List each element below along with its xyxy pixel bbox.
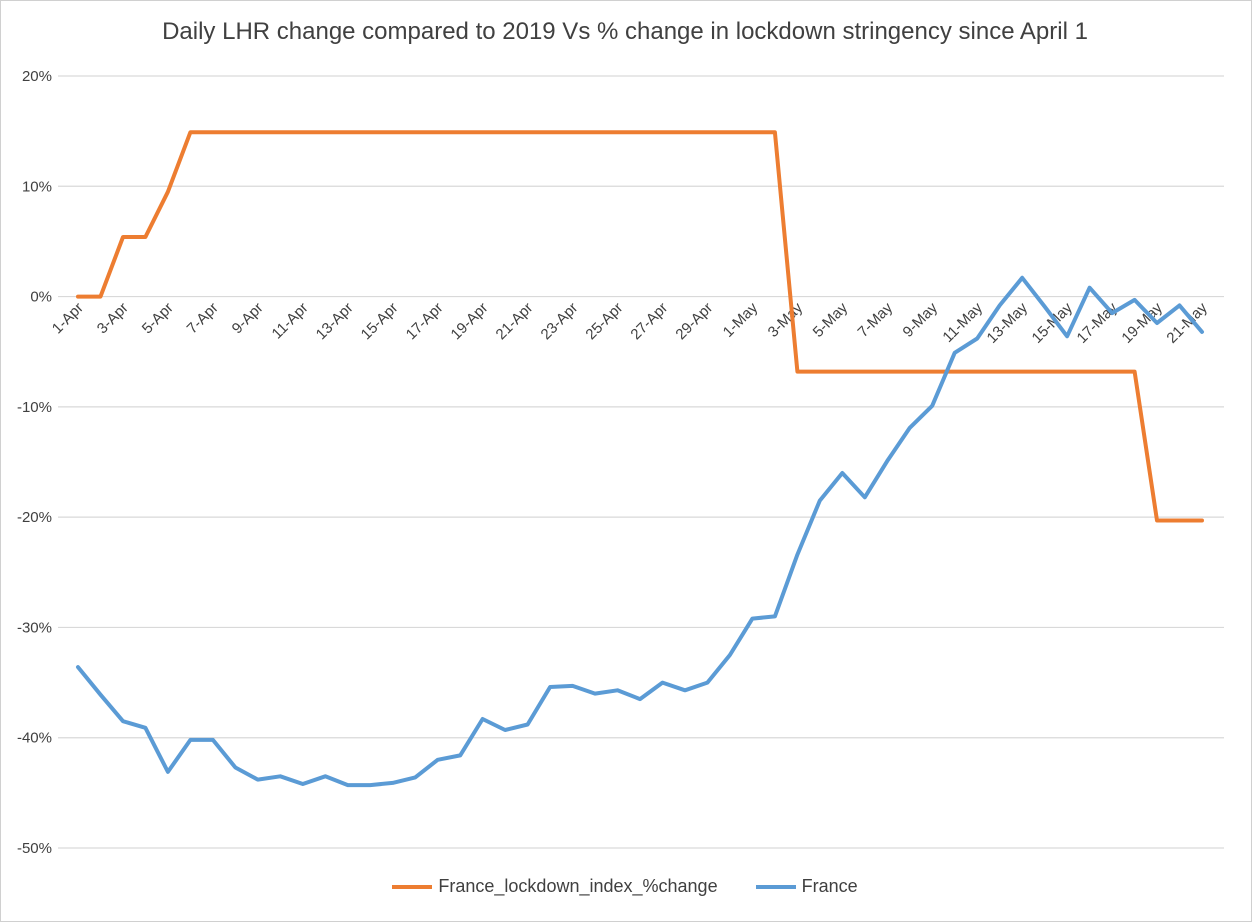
x-tick-label: 25-Apr — [582, 299, 626, 343]
x-tick-label: 23-Apr — [538, 299, 582, 343]
x-tick-label: 9-Apr — [229, 299, 267, 337]
legend-swatch-lockdown — [392, 884, 433, 889]
x-tick-label: 13-Apr — [313, 299, 357, 343]
x-tick-label: 3-May — [765, 299, 807, 341]
gridlines — [58, 75, 1224, 849]
x-tick-label: 15-Apr — [358, 299, 402, 343]
y-tick-label: -40% — [17, 730, 52, 747]
x-tick-label: 3-Apr — [94, 299, 132, 337]
x-tick-label: 5-Apr — [139, 299, 177, 337]
series-line-lockdown-index — [76, 130, 1204, 523]
y-tick-label: -10% — [17, 399, 52, 416]
y-tick-label: -20% — [17, 509, 52, 526]
y-tick-label: -50% — [17, 840, 52, 857]
legend-item-lockdown: France_lockdown_index_%change — [392, 876, 718, 897]
legend: France_lockdown_index_%change France — [0, 876, 1250, 897]
x-tick-label: 27-Apr — [627, 299, 671, 343]
x-tick-label: 21-Apr — [493, 299, 537, 343]
y-axis-ticks: 20% 10% 0% -10% -20% -30% -40% -50% — [17, 68, 52, 857]
y-tick-label: 0% — [30, 289, 52, 306]
chart-title: Daily LHR change compared to 2019 Vs % c… — [162, 18, 1088, 45]
x-tick-label: 1-May — [720, 299, 762, 341]
x-tick-label: 13-May — [984, 299, 1032, 347]
series-line-france — [76, 275, 1204, 788]
x-tick-label: 19-Apr — [448, 299, 492, 343]
x-tick-label: 11-May — [939, 299, 986, 346]
x-tick-label: 29-Apr — [672, 299, 716, 343]
legend-label-lockdown: France_lockdown_index_%change — [438, 876, 718, 896]
x-tick-label: 7-Apr — [184, 299, 222, 337]
y-tick-label: 20% — [22, 68, 52, 85]
y-tick-label: -30% — [17, 619, 52, 636]
legend-label-france: France — [801, 876, 858, 896]
legend-swatch-france — [755, 884, 796, 889]
x-tick-label: 17-Apr — [403, 299, 447, 343]
legend-item-france: France — [755, 876, 858, 897]
y-tick-label: 10% — [22, 178, 52, 195]
x-tick-label: 15-May — [1029, 299, 1077, 347]
x-axis-ticks: 1-Apr 3-Apr 5-Apr 7-Apr 9-Apr 11-Apr 13-Apr 15-… — [49, 299, 1211, 347]
x-tick-label: 1-Apr — [49, 299, 87, 337]
series-lines — [76, 130, 1204, 788]
x-tick-label: 5-May — [810, 299, 852, 341]
x-tick-label: 9-May — [900, 299, 942, 341]
x-tick-label: 11-Apr — [269, 299, 312, 342]
x-tick-label: 21-May — [1163, 299, 1211, 347]
x-tick-label: 7-May — [855, 299, 897, 341]
